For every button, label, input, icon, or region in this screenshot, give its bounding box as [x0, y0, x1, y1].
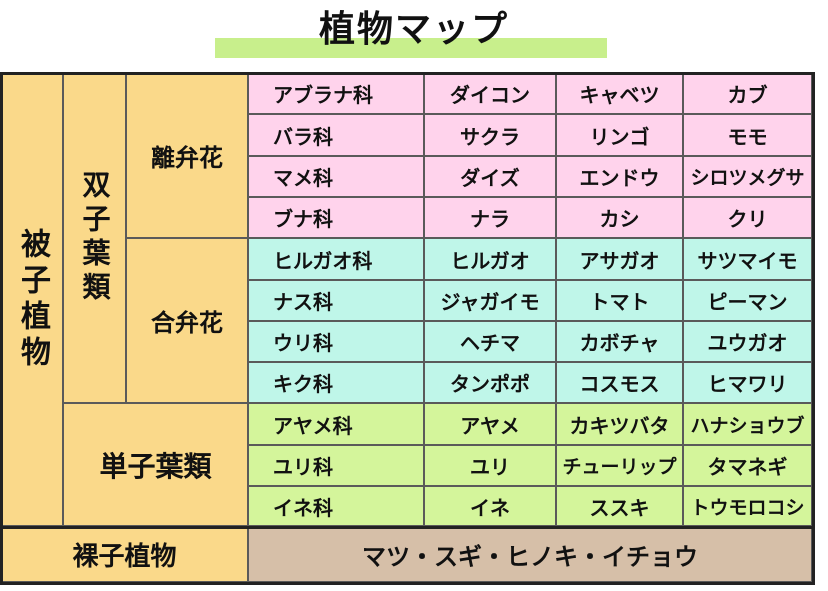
family-cell: ヒルガオ科: [249, 239, 425, 281]
example-cell: ヒルガオ: [425, 239, 557, 281]
family-cell: ナス科: [249, 281, 425, 322]
example-cell: エンドウ: [557, 157, 684, 198]
category-sympetalae: 合弁花: [127, 239, 249, 404]
example-cell: トマト: [557, 281, 684, 322]
family-cell: バラ科: [249, 115, 425, 157]
example-cell: トウモロコシ: [684, 487, 813, 527]
family-cell: ブナ科: [249, 198, 425, 239]
example-cell: タンポポ: [425, 363, 557, 404]
example-cell: ピーマン: [684, 281, 813, 322]
example-cell: アヤメ: [425, 404, 557, 446]
example-cell: ユウガオ: [684, 322, 813, 363]
example-cell: ダイコン: [425, 74, 557, 115]
example-cell: アサガオ: [557, 239, 684, 281]
category-dicots: 双子葉類: [64, 74, 127, 404]
example-cell: カシ: [557, 198, 684, 239]
example-cell: カブ: [684, 74, 813, 115]
example-cell: チューリップ: [557, 446, 684, 487]
category-polypetalae: 離弁花: [127, 74, 249, 239]
family-cell: ウリ科: [249, 322, 425, 363]
title-area: 植物マップ: [0, 0, 828, 70]
example-cell: ジャガイモ: [425, 281, 557, 322]
category-angiosperms: 被子植物: [2, 74, 64, 527]
family-cell: マメ科: [249, 157, 425, 198]
example-cell: クリ: [684, 198, 813, 239]
example-cell: モモ: [684, 115, 813, 157]
category-monocots: 単子葉類: [64, 404, 249, 527]
example-cell: カボチャ: [557, 322, 684, 363]
page-title: 植物マップ: [318, 9, 509, 50]
example-cell: ダイズ: [425, 157, 557, 198]
example-cell: サクラ: [425, 115, 557, 157]
example-cell: ハナショウブ: [684, 404, 813, 446]
family-cell: ユリ科: [249, 446, 425, 487]
example-cell: サツマイモ: [684, 239, 813, 281]
family-cell: アブラナ科: [249, 74, 425, 115]
example-cell: ススキ: [557, 487, 684, 527]
example-cell: ナラ: [425, 198, 557, 239]
family-cell: アヤメ科: [249, 404, 425, 446]
example-cell: タマネギ: [684, 446, 813, 487]
example-cell: ユリ: [425, 446, 557, 487]
example-cell: リンゴ: [557, 115, 684, 157]
family-cell: キク科: [249, 363, 425, 404]
example-cell: ヘチマ: [425, 322, 557, 363]
category-gymnosperms: 裸子植物: [2, 527, 249, 583]
title-highlight-bar: [215, 38, 607, 58]
family-cell: イネ科: [249, 487, 425, 527]
example-cell: イネ: [425, 487, 557, 527]
gymnosperm-examples: マツ・スギ・ヒノキ・イチョウ: [249, 527, 813, 583]
example-cell: カキツバタ: [557, 404, 684, 446]
example-cell: シロツメグサ: [684, 157, 813, 198]
example-cell: ヒマワリ: [684, 363, 813, 404]
example-cell: コスモス: [557, 363, 684, 404]
example-cell: キャベツ: [557, 74, 684, 115]
